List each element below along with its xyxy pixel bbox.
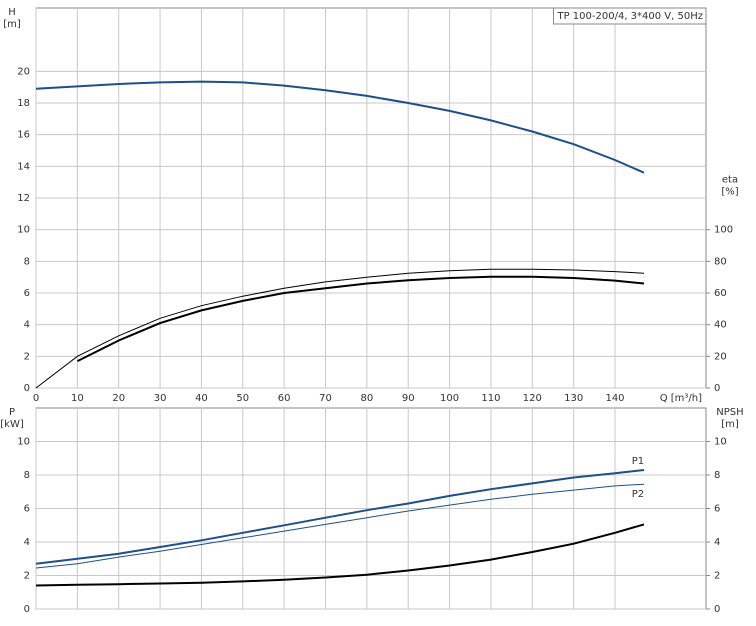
series-line bbox=[35, 469, 645, 565]
x-tick-label: 110 bbox=[481, 393, 500, 404]
y-tick-label: 10 bbox=[17, 437, 30, 448]
y-tick-label: 8 bbox=[24, 256, 30, 267]
y-tick-label: 2 bbox=[24, 351, 30, 362]
y2-tick-label: 10 bbox=[714, 437, 727, 448]
y-tick-label: 8 bbox=[24, 470, 30, 481]
y-tick-label: 6 bbox=[24, 288, 30, 299]
y2-tick-label: 4 bbox=[714, 537, 720, 548]
x-tick-label: 120 bbox=[523, 393, 542, 404]
y-tick-label: 14 bbox=[17, 161, 30, 172]
title-box bbox=[552, 7, 707, 25]
series-label: P2 bbox=[632, 489, 644, 500]
x-tick-label: 30 bbox=[154, 393, 167, 404]
y-axis-unit: [kW] bbox=[0, 419, 24, 430]
x-tick-label: 70 bbox=[319, 393, 332, 404]
y2-tick-label: 0 bbox=[714, 383, 720, 394]
series-line bbox=[76, 275, 645, 362]
y2-tick-label: 20 bbox=[714, 351, 727, 362]
y2-tick-label: 0 bbox=[714, 604, 720, 615]
x-tick-label: 100 bbox=[440, 393, 459, 404]
y2-tick-label: 80 bbox=[714, 256, 727, 267]
y2-tick-label: 8 bbox=[714, 470, 720, 481]
y-tick-label: 4 bbox=[24, 537, 30, 548]
series-line bbox=[35, 523, 645, 587]
x-tick-label: 50 bbox=[236, 393, 249, 404]
y2-axis-label: eta bbox=[722, 175, 738, 186]
y-axis-label: H bbox=[8, 7, 16, 18]
y2-tick-label: 100 bbox=[714, 225, 733, 236]
y2-tick-label: 2 bbox=[714, 571, 720, 582]
series-label: P1 bbox=[632, 456, 644, 467]
x-tick-label: 10 bbox=[71, 393, 84, 404]
y-axis-label: P bbox=[9, 407, 15, 418]
y-tick-label: 2 bbox=[24, 571, 30, 582]
y-tick-label: 16 bbox=[17, 130, 30, 141]
y-tick-label: 4 bbox=[24, 320, 30, 331]
y2-tick-label: 60 bbox=[714, 288, 727, 299]
y-tick-label: 12 bbox=[17, 193, 30, 204]
series-line bbox=[35, 80, 645, 174]
x-tick-label: 0 bbox=[33, 393, 39, 404]
y2-tick-label: 6 bbox=[714, 504, 720, 515]
y-tick-label: 0 bbox=[24, 383, 30, 394]
y-tick-label: 20 bbox=[17, 66, 30, 77]
y-tick-label: 18 bbox=[17, 98, 30, 109]
x-tick-label: 140 bbox=[605, 393, 624, 404]
y-tick-label: 0 bbox=[24, 604, 30, 615]
y2-tick-label: 40 bbox=[714, 320, 727, 331]
series-line bbox=[35, 483, 645, 569]
x-tick-label: 60 bbox=[278, 393, 291, 404]
y2-axis-unit: [m] bbox=[721, 419, 739, 430]
y-tick-label: 10 bbox=[17, 225, 30, 236]
x-tick-label: 40 bbox=[195, 393, 208, 404]
chart-title: TP 100-200/4, 3*400 V, 50Hz bbox=[556, 11, 703, 22]
x-tick-label: 20 bbox=[112, 393, 125, 404]
x-tick-label: 90 bbox=[402, 393, 415, 404]
y-tick-label: 6 bbox=[24, 504, 30, 515]
series-line bbox=[35, 268, 645, 389]
y2-axis-label: NPSH bbox=[716, 407, 743, 418]
x-tick-label: 80 bbox=[360, 393, 373, 404]
y-axis-unit: [m] bbox=[3, 19, 21, 30]
y2-axis-unit: [%] bbox=[721, 187, 738, 198]
x-tick-label: 130 bbox=[564, 393, 583, 404]
x-axis-label: Q [m³/h] bbox=[660, 393, 702, 404]
